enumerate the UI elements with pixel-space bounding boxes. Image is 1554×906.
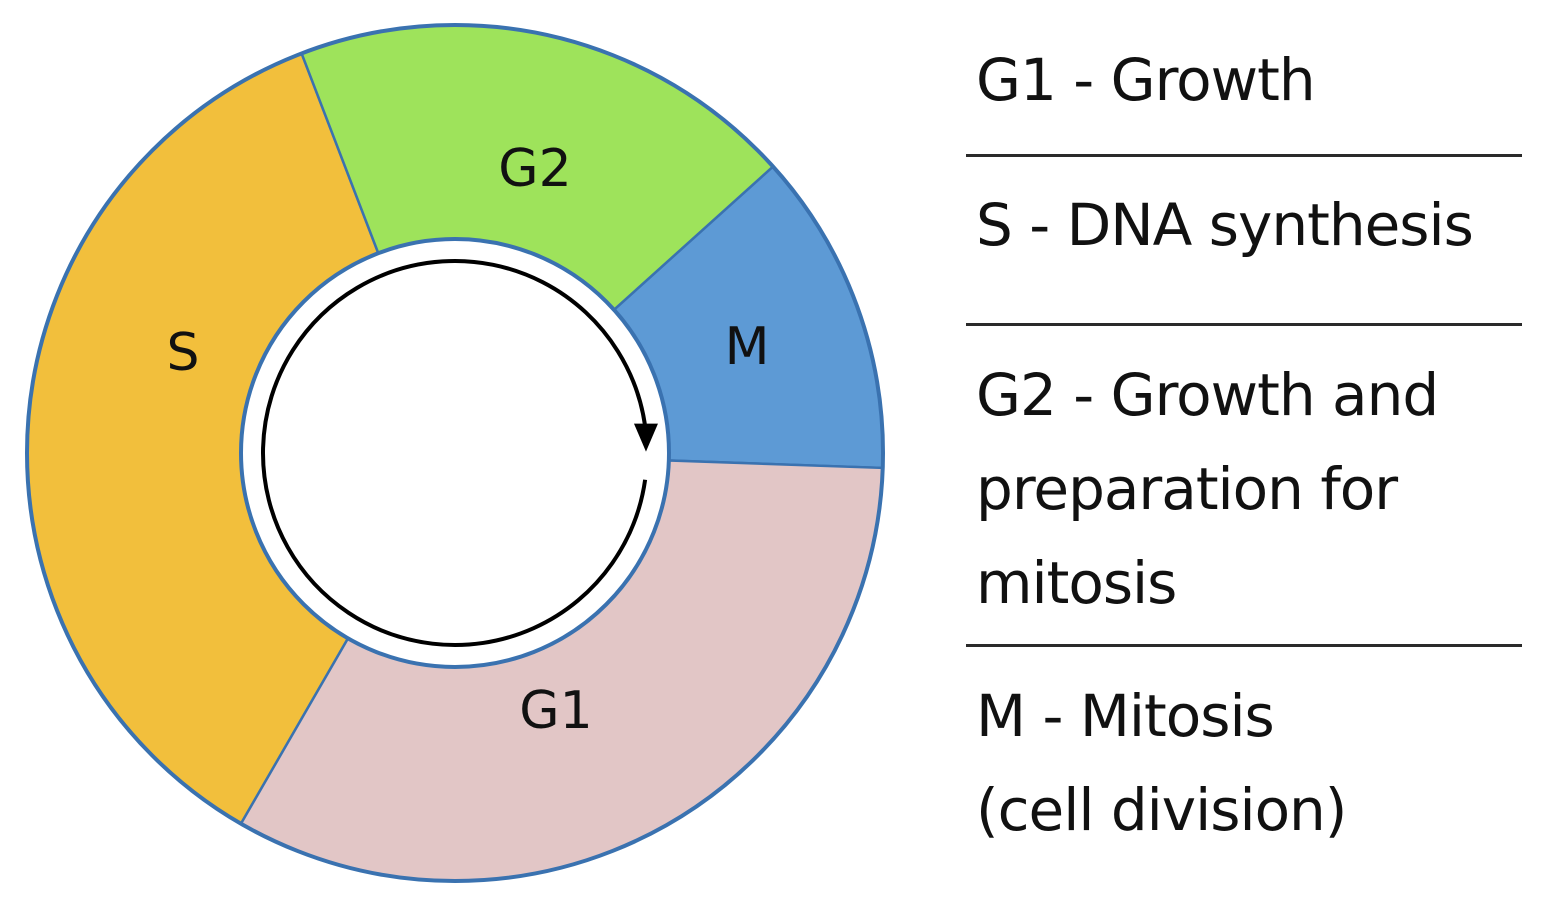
legend-text-g2-line-3: mitosis bbox=[976, 549, 1177, 617]
phase-label-m: M bbox=[725, 317, 770, 377]
arrowhead-icon bbox=[633, 423, 658, 452]
cell-cycle-diagram: S G2 M G1 bbox=[25, 23, 885, 883]
legend-text-s: S - DNA synthesis bbox=[976, 191, 1474, 259]
legend-text-g2-line-2: preparation for bbox=[976, 455, 1398, 523]
legend-text-m-line-2: (cell division) bbox=[976, 776, 1347, 844]
phase-label-g1: G1 bbox=[519, 681, 592, 741]
legend-divider bbox=[966, 644, 1522, 647]
cycle-ring bbox=[25, 23, 885, 883]
ring-outer-border bbox=[25, 23, 885, 883]
cycle-direction-arrow bbox=[261, 259, 649, 647]
legend-text-g1: G1 - Growth bbox=[976, 46, 1316, 114]
phase-label-s: S bbox=[166, 323, 199, 383]
legend-entry-m: M - Mitosis (cell division) bbox=[966, 647, 1522, 857]
legend-text-m-line-1: M - Mitosis bbox=[976, 682, 1275, 750]
legend-divider bbox=[966, 323, 1522, 326]
legend-divider bbox=[966, 154, 1522, 157]
legend-text-g2-line-1: G2 - Growth and bbox=[976, 361, 1439, 429]
legend-entry-s: S - DNA synthesis bbox=[966, 157, 1522, 323]
legend-entry-g1: G1 - Growth bbox=[966, 30, 1522, 154]
ring-inner-border bbox=[239, 237, 671, 669]
legend-entry-g2: G2 - Growth and preparation for mitosis bbox=[966, 326, 1522, 644]
phase-legend: G1 - Growth S - DNA synthesis G2 - Growt… bbox=[966, 30, 1522, 857]
phase-label-g2: G2 bbox=[498, 139, 571, 199]
